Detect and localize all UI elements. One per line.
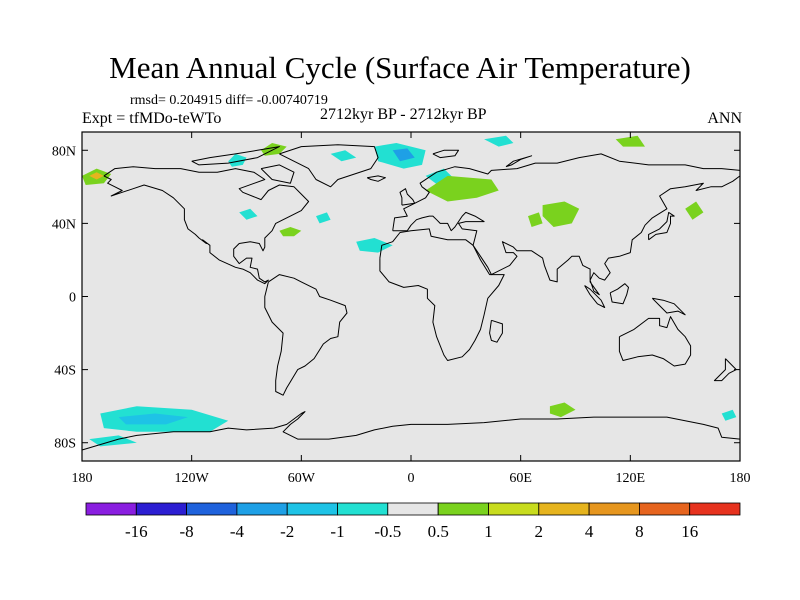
season-label: ANN [707, 110, 742, 127]
legend-label: -1 [330, 522, 344, 541]
anomaly-region-atlantic-cool-1 [316, 212, 331, 224]
legend-swatch [488, 502, 540, 516]
coastline-great-britain [399, 188, 416, 206]
coastline-south-america [264, 274, 348, 396]
x-tick-label: 120E [616, 471, 646, 486]
x-tick-label: 180 [730, 471, 751, 486]
coastline-greenland [279, 144, 379, 188]
anomaly-region-greenland-sea-core [392, 148, 415, 162]
coastline-new-zealand [713, 358, 737, 382]
time-period-label: 2712kyr BP - 2712kyr BP [320, 106, 487, 123]
anomaly-region-barents-cool [484, 135, 514, 147]
legend-label: 8 [635, 522, 644, 541]
legend-label: 2 [535, 522, 544, 541]
anomaly-region-indian-southern-warm [549, 402, 576, 418]
experiment-label: Expt = tfMDo-teWTo [82, 110, 222, 127]
anomaly-region-atlantic-cool-2 [356, 238, 393, 253]
x-tick-label: 0 [408, 471, 415, 486]
map-title: Mean Annual Cycle (Surface Air Temperatu… [109, 50, 691, 85]
anomaly-region-antarctic-ross-core [118, 413, 188, 425]
coastline-north-america [103, 166, 310, 285]
legend-swatch [186, 502, 238, 516]
coastline-canadian-archipelago [191, 146, 280, 166]
anomaly-region-great-lakes-cool [239, 208, 258, 220]
x-tick-label: 180 [72, 471, 93, 486]
anomaly-region-east-antarctic-cool [721, 409, 737, 421]
anomaly-region-tibet-warm [528, 212, 543, 227]
coastline-svalbard [432, 149, 459, 159]
legend-swatch [437, 502, 489, 516]
coastline-japan [648, 211, 675, 241]
legend-swatch [588, 502, 640, 516]
y-tick-label: 0 [69, 291, 76, 306]
y-tick-label: 80N [52, 144, 76, 159]
coastline-novaya-zemlya [505, 155, 533, 168]
legend-label: -2 [280, 522, 294, 541]
x-tick-label: 120W [175, 471, 210, 486]
legend-swatch [337, 502, 389, 516]
legend-label: -8 [180, 522, 194, 541]
legend-label: 16 [681, 522, 698, 541]
anomaly-layer [82, 135, 737, 447]
y-tick-label: 40N [52, 217, 76, 232]
coastline-madagascar [489, 319, 503, 343]
map-background [82, 132, 740, 461]
legend-label: -4 [230, 522, 245, 541]
anomaly-region-siberia-warm [615, 135, 645, 147]
coastline-iceland [366, 175, 386, 182]
legend-swatch [236, 502, 288, 516]
anomaly-region-canada-cool [228, 153, 247, 167]
legend-swatch [639, 502, 691, 516]
legend-label: -16 [125, 522, 148, 541]
coastline-baffin-island [260, 164, 295, 184]
coastline-borneo [609, 283, 629, 305]
legend-swatch [538, 502, 590, 516]
coastline-sumatra [584, 285, 606, 308]
coastline-eurasia [392, 153, 741, 296]
coastline-australia [618, 316, 692, 367]
legend-label: 0.5 [428, 522, 449, 541]
coastline-layer [81, 144, 741, 462]
legend-label: 4 [585, 522, 594, 541]
coastline-africa [379, 228, 505, 361]
x-tick-label: 60W [288, 471, 316, 486]
y-tick-label: 40S [54, 364, 76, 379]
legend-swatch [286, 502, 338, 516]
coastline-new-guinea [651, 297, 686, 316]
color-legend: -16 -8 -4 -2 -1 -0.5 0.5 1 2 4 8 16 [85, 502, 741, 541]
axis-ticks: 180 120W 60W 0 60E 120E 180 80N 40N 0 40S 80S [52, 132, 751, 486]
coastline-antarctica [81, 411, 741, 462]
legend-swatch [689, 502, 741, 516]
anomaly-region-japan-warm [685, 201, 704, 220]
y-tick-label: 80S [54, 437, 76, 452]
x-tick-label: 60E [509, 471, 532, 486]
anomaly-region-europe-warm [425, 175, 499, 202]
legend-swatch [85, 502, 137, 516]
anomaly-region-baffin-cool [330, 150, 357, 162]
legend-swatch [135, 502, 188, 516]
anomaly-region-central-asia-warm [542, 201, 580, 227]
anomaly-region-atlantic-warm [279, 227, 302, 237]
legend-label: -0.5 [374, 522, 401, 541]
anomaly-region-alaska-core [89, 172, 104, 180]
legend-label: 1 [484, 522, 493, 541]
legend-swatch [387, 502, 439, 516]
statistics-text: rmsd= 0.204915 diff= -0.00740719 [130, 93, 328, 108]
